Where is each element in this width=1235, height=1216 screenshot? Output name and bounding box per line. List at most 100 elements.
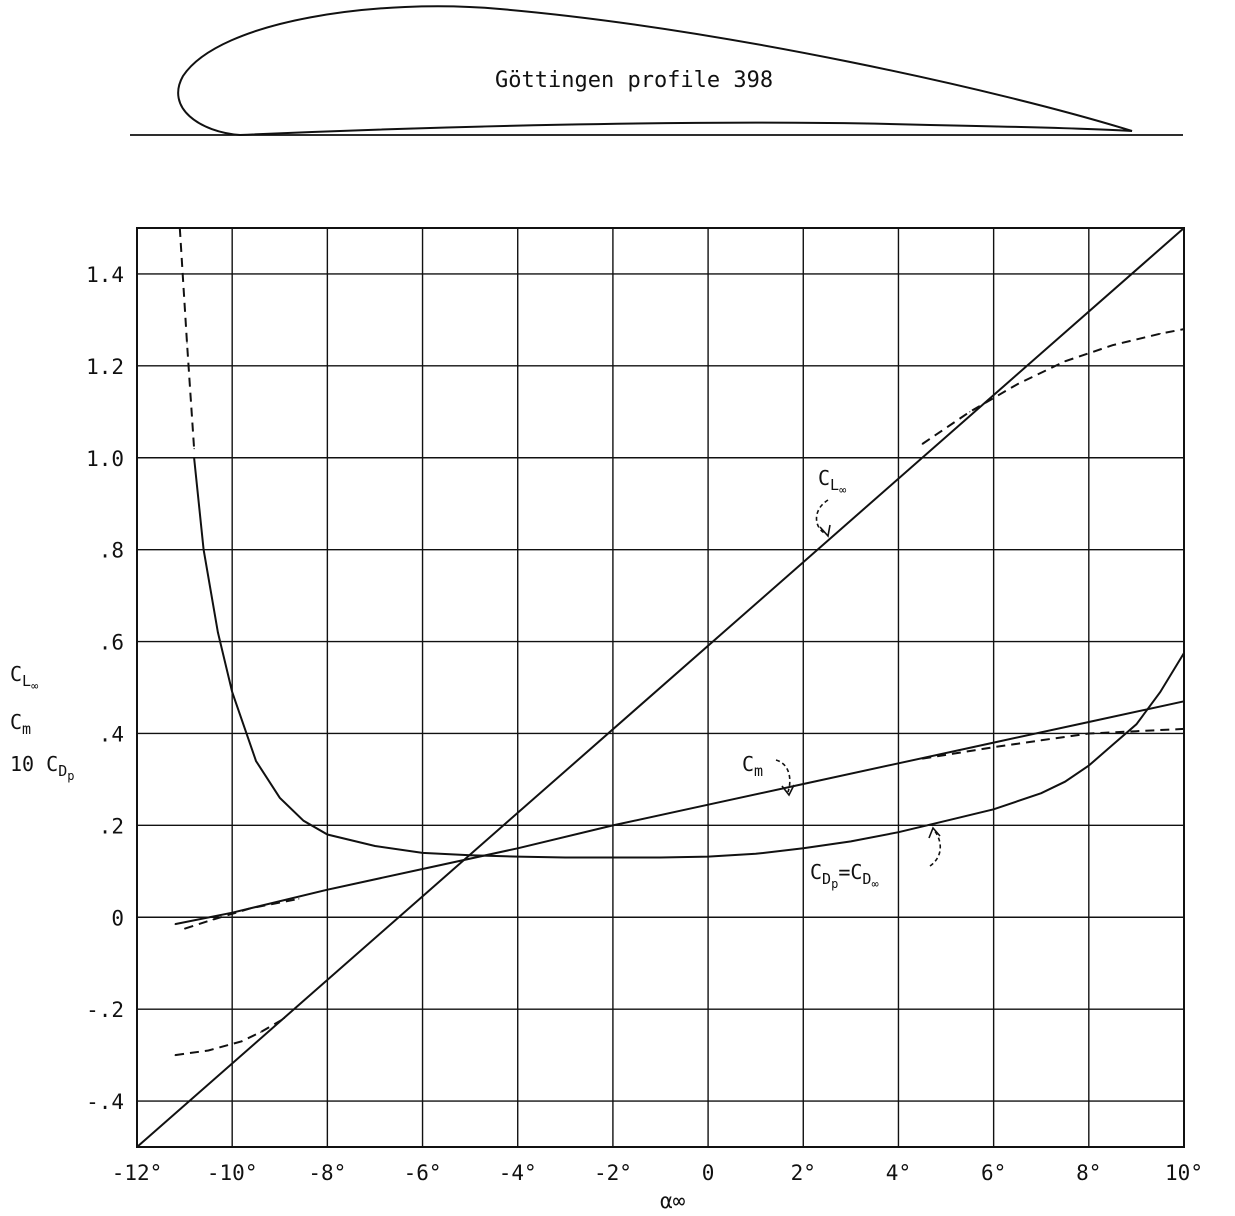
- annotation-cl-subsub: ∞: [839, 483, 847, 497]
- series-4-point-13: [612, 856, 614, 859]
- series-3-point-8: [1135, 730, 1137, 732]
- series-5-point-1: [186, 342, 188, 344]
- series-4-point-14: [659, 856, 662, 859]
- plot-frame: [136, 227, 1185, 1148]
- y-label-cd-prefix: 10: [10, 752, 35, 776]
- series-4-point-12: [564, 856, 566, 859]
- y-label-cl: CL∞: [10, 662, 38, 693]
- y-tick-6: .8: [99, 539, 124, 563]
- series-2-point-8: [897, 762, 900, 764]
- series-2-point-4: [517, 847, 519, 849]
- series-4-point-21: [993, 808, 995, 810]
- series-4-point-4: [255, 760, 257, 762]
- x-tick-1: -10°: [207, 1161, 258, 1185]
- x-tick-5: -2°: [594, 1161, 632, 1185]
- series-6-point-1: [207, 1049, 209, 1052]
- y-label-cm: Cm: [10, 710, 31, 738]
- series-4-point-9: [421, 852, 424, 854]
- series-4-line-0: [193, 457, 1185, 859]
- y-label-cm-base: C: [10, 710, 23, 734]
- x-tick-8: 4°: [886, 1161, 911, 1185]
- series-2-point-3: [421, 868, 424, 870]
- series-1-point-4: [1112, 344, 1114, 346]
- series-5: [178, 227, 196, 450]
- series-3-line-1: [922, 727, 1185, 760]
- series-5-line-0: [178, 227, 196, 449]
- series-6: [174, 1017, 286, 1057]
- series-3: [184, 727, 1185, 930]
- annotation-cd-subsub2: ∞: [871, 877, 879, 891]
- series-4-point-6: [303, 820, 305, 822]
- y-label-cd-subsub: p: [67, 769, 75, 783]
- series-4-point-23: [1064, 781, 1066, 783]
- series-4-point-17: [802, 847, 804, 849]
- series-4-point-15: [707, 856, 709, 858]
- x-tick-9: 6°: [981, 1161, 1006, 1185]
- x-tick-2: -8°: [308, 1161, 346, 1185]
- y-tick-3: .2: [99, 814, 124, 838]
- series-group: [136, 227, 1185, 1148]
- series-4-point-11: [517, 856, 519, 858]
- series-6-point-4: [283, 1017, 286, 1019]
- series-4-point-25: [1112, 744, 1114, 746]
- series-4-point-10: [469, 854, 471, 856]
- series-3-line-0: [184, 897, 299, 930]
- annotation-cd-base: C: [810, 860, 823, 884]
- series-1-line-0: [921, 328, 1185, 445]
- annotation-cd-subsub: p: [831, 877, 839, 891]
- annotation-cm-base: C: [742, 752, 755, 776]
- series-3-point-6: [1040, 739, 1042, 741]
- series-4: [193, 457, 1185, 859]
- series-0-line-0: [136, 227, 1185, 1148]
- series-6-line-0: [174, 1017, 286, 1057]
- series-6-point-3: [260, 1031, 262, 1033]
- y-tick-8: 1.2: [86, 355, 124, 379]
- series-4-point-8: [374, 845, 376, 847]
- y-tick-1: -.2: [86, 998, 124, 1022]
- series-2-point-7: [802, 783, 804, 785]
- x-tick-6: 0: [702, 1161, 715, 1185]
- y-label-cl-base: C: [10, 662, 23, 686]
- series-2-point-10: [1088, 721, 1090, 723]
- x-tick-3: -6°: [404, 1161, 442, 1185]
- series-4-point-22: [1040, 792, 1042, 794]
- y-label-cl-sub: L: [22, 672, 32, 690]
- series-2-point-6: [707, 804, 709, 806]
- series-2-point-2: [326, 889, 328, 891]
- series-1: [921, 328, 1185, 445]
- series-2: [174, 700, 1185, 926]
- y-label-cd-sub: D: [58, 762, 68, 780]
- series-4-point-19: [897, 831, 900, 833]
- profile-title: Göttingen profile 398: [495, 68, 774, 93]
- series-3-point-1: [212, 918, 214, 921]
- airfoil-outline: [177, 5, 1133, 137]
- y-label-cd: 10 CDp: [10, 752, 74, 783]
- annotation-cl-base: C: [818, 466, 831, 490]
- series-4-point-24: [1088, 765, 1090, 767]
- x-tick-11: 10°: [1165, 1161, 1203, 1185]
- annotation-cd: CDp=CD∞: [808, 860, 881, 891]
- series-1-point-3: [1064, 360, 1066, 362]
- series-2-point-0: [174, 923, 176, 925]
- series-1-point-0: [921, 443, 923, 445]
- series-4-point-1: [203, 549, 205, 551]
- y-label-cl-subsub: ∞: [31, 679, 39, 693]
- series-5-point-2: [193, 448, 195, 450]
- series-4-point-2: [217, 631, 219, 634]
- series-3-point-4: [921, 758, 923, 760]
- y-tick-2: 0: [111, 906, 124, 930]
- series-4-point-16: [755, 853, 757, 855]
- series-4-point-18: [850, 840, 852, 843]
- series-3-point-3: [298, 898, 300, 900]
- x-tick-7: 2°: [791, 1161, 816, 1185]
- series-1-point-1: [969, 411, 971, 413]
- series-4-point-27: [1159, 691, 1161, 693]
- x-axis-label: α∞: [660, 1189, 686, 1213]
- series-4-point-5: [279, 797, 281, 799]
- series-2-point-5: [612, 824, 614, 827]
- series-6-point-0: [174, 1054, 176, 1056]
- series-3-point-7: [1088, 732, 1090, 735]
- series-3-point-5: [993, 746, 995, 748]
- y-tick-5: .6: [99, 631, 124, 655]
